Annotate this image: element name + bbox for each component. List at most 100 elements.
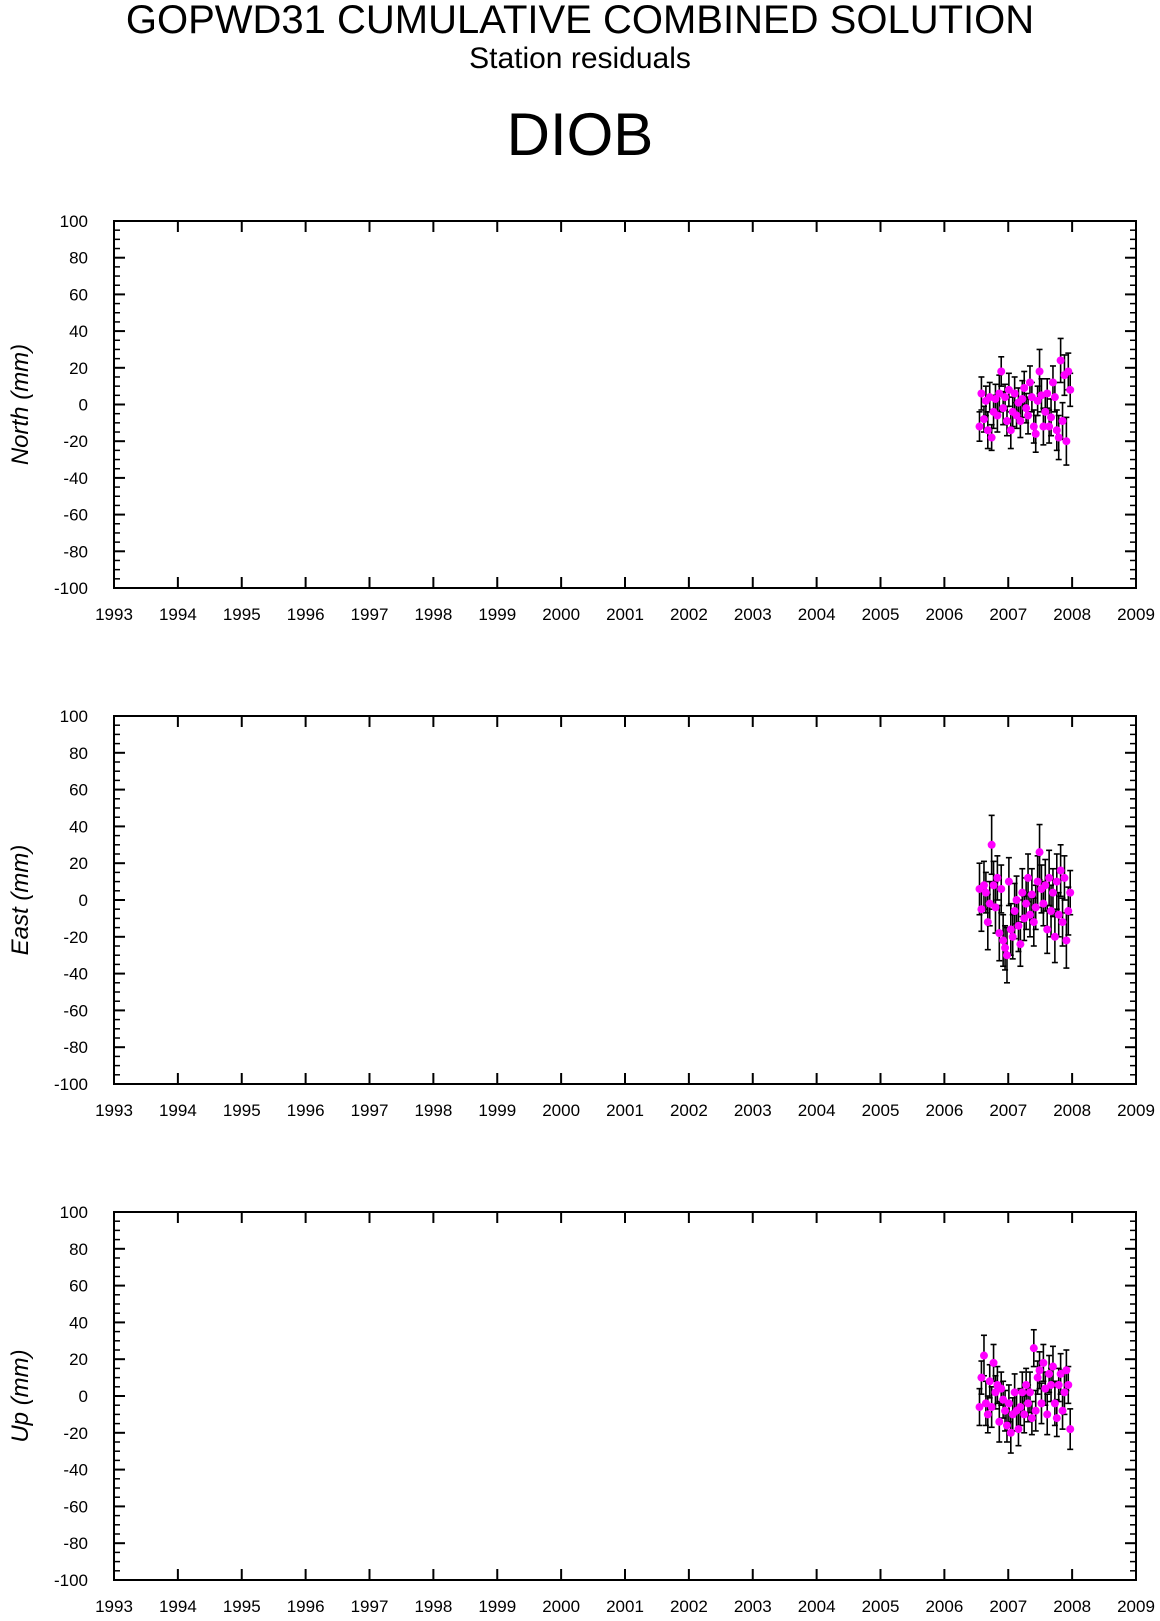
- data-point: [1033, 877, 1042, 886]
- data-point: [1024, 411, 1033, 420]
- x-tick-label: 2001: [606, 1101, 644, 1120]
- data-point: [1064, 907, 1073, 916]
- x-tick-label: 1995: [223, 605, 261, 624]
- panel-0: 1993 1994 1995 1996 1997 1998 1999 2000 2001 2002…: [7, 212, 1155, 624]
- data-point: [1062, 936, 1071, 945]
- y-tick-label: -80: [63, 1038, 88, 1057]
- data-point: [1050, 932, 1059, 941]
- data-point: [993, 411, 1002, 420]
- data-point: [1043, 925, 1052, 934]
- data-point: [1035, 367, 1044, 376]
- x-tick-label: 2009: [1117, 605, 1155, 624]
- data-point: [1002, 1421, 1011, 1430]
- y-tick-label: 100: [60, 707, 88, 726]
- y-tick-label: 80: [69, 249, 88, 268]
- data-point: [1058, 918, 1067, 927]
- data-point: [995, 1417, 1004, 1426]
- data-point: [979, 1351, 988, 1360]
- y-tick-label: -100: [54, 1571, 88, 1590]
- data-point: [1001, 943, 1010, 952]
- x-tick-label: 2005: [862, 1597, 900, 1616]
- data-point: [1050, 393, 1059, 402]
- data-point: [981, 1399, 990, 1408]
- data-point: [991, 1388, 1000, 1397]
- y-tick-label: -20: [63, 432, 88, 451]
- x-tick-label: 1995: [223, 1597, 261, 1616]
- plot-frame: [113, 1211, 1137, 1581]
- data-point: [1025, 378, 1034, 387]
- y-tick-label: 40: [69, 322, 88, 341]
- data-point: [1041, 1384, 1050, 1393]
- y-tick-label: 20: [69, 359, 88, 378]
- data-point: [999, 404, 1008, 413]
- data-point: [997, 367, 1006, 376]
- data-point: [995, 389, 1004, 398]
- x-tick-label: 2002: [670, 1597, 708, 1616]
- x-tick-label: 1997: [351, 1597, 389, 1616]
- x-tick-label: 1994: [159, 605, 197, 624]
- panel-1: 1993 1994 1995 1996 1997 1998 1999 2000 2001 2002…: [7, 707, 1155, 1120]
- data-point: [997, 1384, 1006, 1393]
- data-point: [1052, 877, 1061, 886]
- data-point: [999, 1395, 1008, 1404]
- data-point: [1054, 910, 1063, 919]
- data-point: [1035, 848, 1044, 857]
- x-tick-label: 2002: [670, 1101, 708, 1120]
- data-point: [1031, 429, 1040, 438]
- data-point: [1033, 1373, 1042, 1382]
- x-tick-label: 2003: [734, 605, 772, 624]
- x-tick-label: 2003: [734, 1597, 772, 1616]
- data-point: [1056, 1369, 1065, 1378]
- data-point: [1020, 1410, 1029, 1419]
- data-point: [1060, 873, 1069, 882]
- data-point: [1058, 1406, 1067, 1415]
- data-point: [1058, 417, 1067, 426]
- x-tick-label: 2006: [925, 1597, 963, 1616]
- y-tick-label: -40: [63, 469, 88, 488]
- x-tick-label: 2003: [734, 1101, 772, 1120]
- x-tick-label: 1995: [223, 1101, 261, 1120]
- x-tick-label: 2000: [542, 1101, 580, 1120]
- x-tick-label: 2009: [1117, 1597, 1155, 1616]
- data-point: [1056, 356, 1065, 365]
- data-point: [1004, 877, 1013, 886]
- data-point: [977, 905, 986, 914]
- x-tick-label: 2008: [1053, 1597, 1091, 1616]
- data-point: [1024, 1399, 1033, 1408]
- data-point: [975, 422, 984, 431]
- y-axis-label: North (mm): [7, 344, 34, 465]
- x-tick-label: 2006: [925, 605, 963, 624]
- y-tick-label: -80: [63, 1534, 88, 1553]
- data-point: [999, 936, 1008, 945]
- data-point: [987, 433, 996, 442]
- x-tick-label: 1994: [159, 1597, 197, 1616]
- y-tick-label: -100: [54, 579, 88, 598]
- data-point: [1020, 914, 1029, 923]
- y-tick-label: -20: [63, 928, 88, 947]
- x-tick-label: 2004: [798, 1101, 836, 1120]
- data-point: [981, 888, 990, 897]
- x-tick-label: 1997: [351, 605, 389, 624]
- y-axis-label: East (mm): [7, 845, 34, 956]
- chart-title: GOPWD31 CUMULATIVE COMBINED SOLUTION: [125, 0, 1035, 42]
- data-point: [1002, 951, 1011, 960]
- data-point: [1001, 393, 1010, 402]
- data-point: [1052, 1414, 1061, 1423]
- data-point: [995, 929, 1004, 938]
- data-point: [975, 1403, 984, 1412]
- data-point: [1002, 417, 1011, 426]
- x-tick-label: 2004: [798, 605, 836, 624]
- data-point: [1045, 422, 1054, 431]
- x-tick-label: 1993: [95, 1101, 133, 1120]
- y-tick-label: 100: [60, 1203, 88, 1222]
- data-point: [1037, 1399, 1046, 1408]
- data-point: [1052, 426, 1061, 435]
- data-point: [1016, 1403, 1025, 1412]
- data-point: [1043, 1410, 1052, 1419]
- data-point: [1060, 1388, 1069, 1397]
- data-point: [997, 884, 1006, 893]
- x-tick-label: 2008: [1053, 1101, 1091, 1120]
- data-point: [1043, 389, 1052, 398]
- data-point: [985, 1377, 994, 1386]
